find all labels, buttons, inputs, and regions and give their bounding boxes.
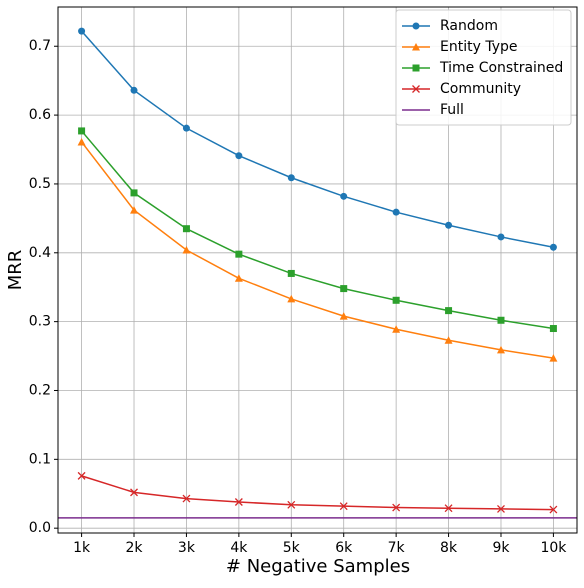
x-tick-label: 3k [178,540,196,556]
marker [287,269,295,277]
marker [412,22,420,30]
marker [549,325,557,333]
series-line [81,475,554,511]
marker [77,471,86,480]
marker [445,307,453,315]
marker [340,285,348,293]
marker [130,488,138,497]
legend-label: Full [440,102,464,118]
marker [497,504,505,513]
marker [234,498,243,506]
marker [497,233,505,241]
x-tick-label: 7k [388,540,406,556]
marker [182,225,190,233]
marker [392,296,400,304]
x-tick-label: 4k [230,540,248,556]
y-tick-label: 0.6 [29,107,51,123]
marker [444,504,453,513]
legend-label: Entity Type [440,39,517,55]
marker [130,189,138,197]
marker [412,85,420,93]
series-line [81,30,554,249]
legend-box [395,9,572,126]
marker [412,43,420,51]
legend: Random Entity Type Time Constrained Communi… [395,9,572,126]
marker [392,325,401,333]
x-tick-label: 5k [283,540,301,556]
y-tick-label: 0.0 [29,520,51,536]
marker [182,494,191,503]
marker [392,208,400,216]
marker [234,274,243,282]
marker [549,354,558,362]
legend-label: Community [440,81,521,97]
x-tick-label: 6k [335,540,353,556]
y-tick-label: 0.3 [29,314,51,330]
plot-frame [57,6,578,534]
marker [235,152,243,160]
marker [444,336,453,344]
x-tick-label: 1k [73,540,91,556]
y-tick-label: 0.4 [29,245,51,261]
marker [497,316,505,324]
marker [392,503,401,512]
marker [77,137,86,146]
y-tick-label: 0.2 [29,382,51,398]
y-tick-label: 0.5 [29,176,51,192]
marker [496,345,505,354]
marker [182,124,190,132]
marker [287,294,296,303]
marker [339,312,348,320]
x-tick-label: 8k [440,540,458,556]
marker [78,27,86,35]
marker [549,243,557,251]
legend-label: Time Constrained [439,60,563,76]
y-tick-label: 0.7 [29,38,51,54]
legend-label: Random [440,18,498,34]
marker [445,221,453,229]
marker [412,64,420,72]
x-axis-label: # Negative Samples [226,556,410,577]
marker [182,246,191,254]
x-tick-label: 9k [492,540,510,556]
x-tick-label: 2k [126,540,144,556]
marker [549,505,558,514]
series-line [81,130,554,330]
y-axis-label: MRR [5,250,26,291]
marker [78,127,86,135]
marker [340,192,348,200]
x-tick-label: 10k [540,540,567,556]
marker [235,250,243,258]
series-line [80,141,554,359]
y-tick-label: 0.1 [29,451,51,467]
marker [130,86,138,94]
marker [287,174,295,182]
marker [130,206,139,214]
marker [339,502,348,511]
marker [287,500,296,509]
